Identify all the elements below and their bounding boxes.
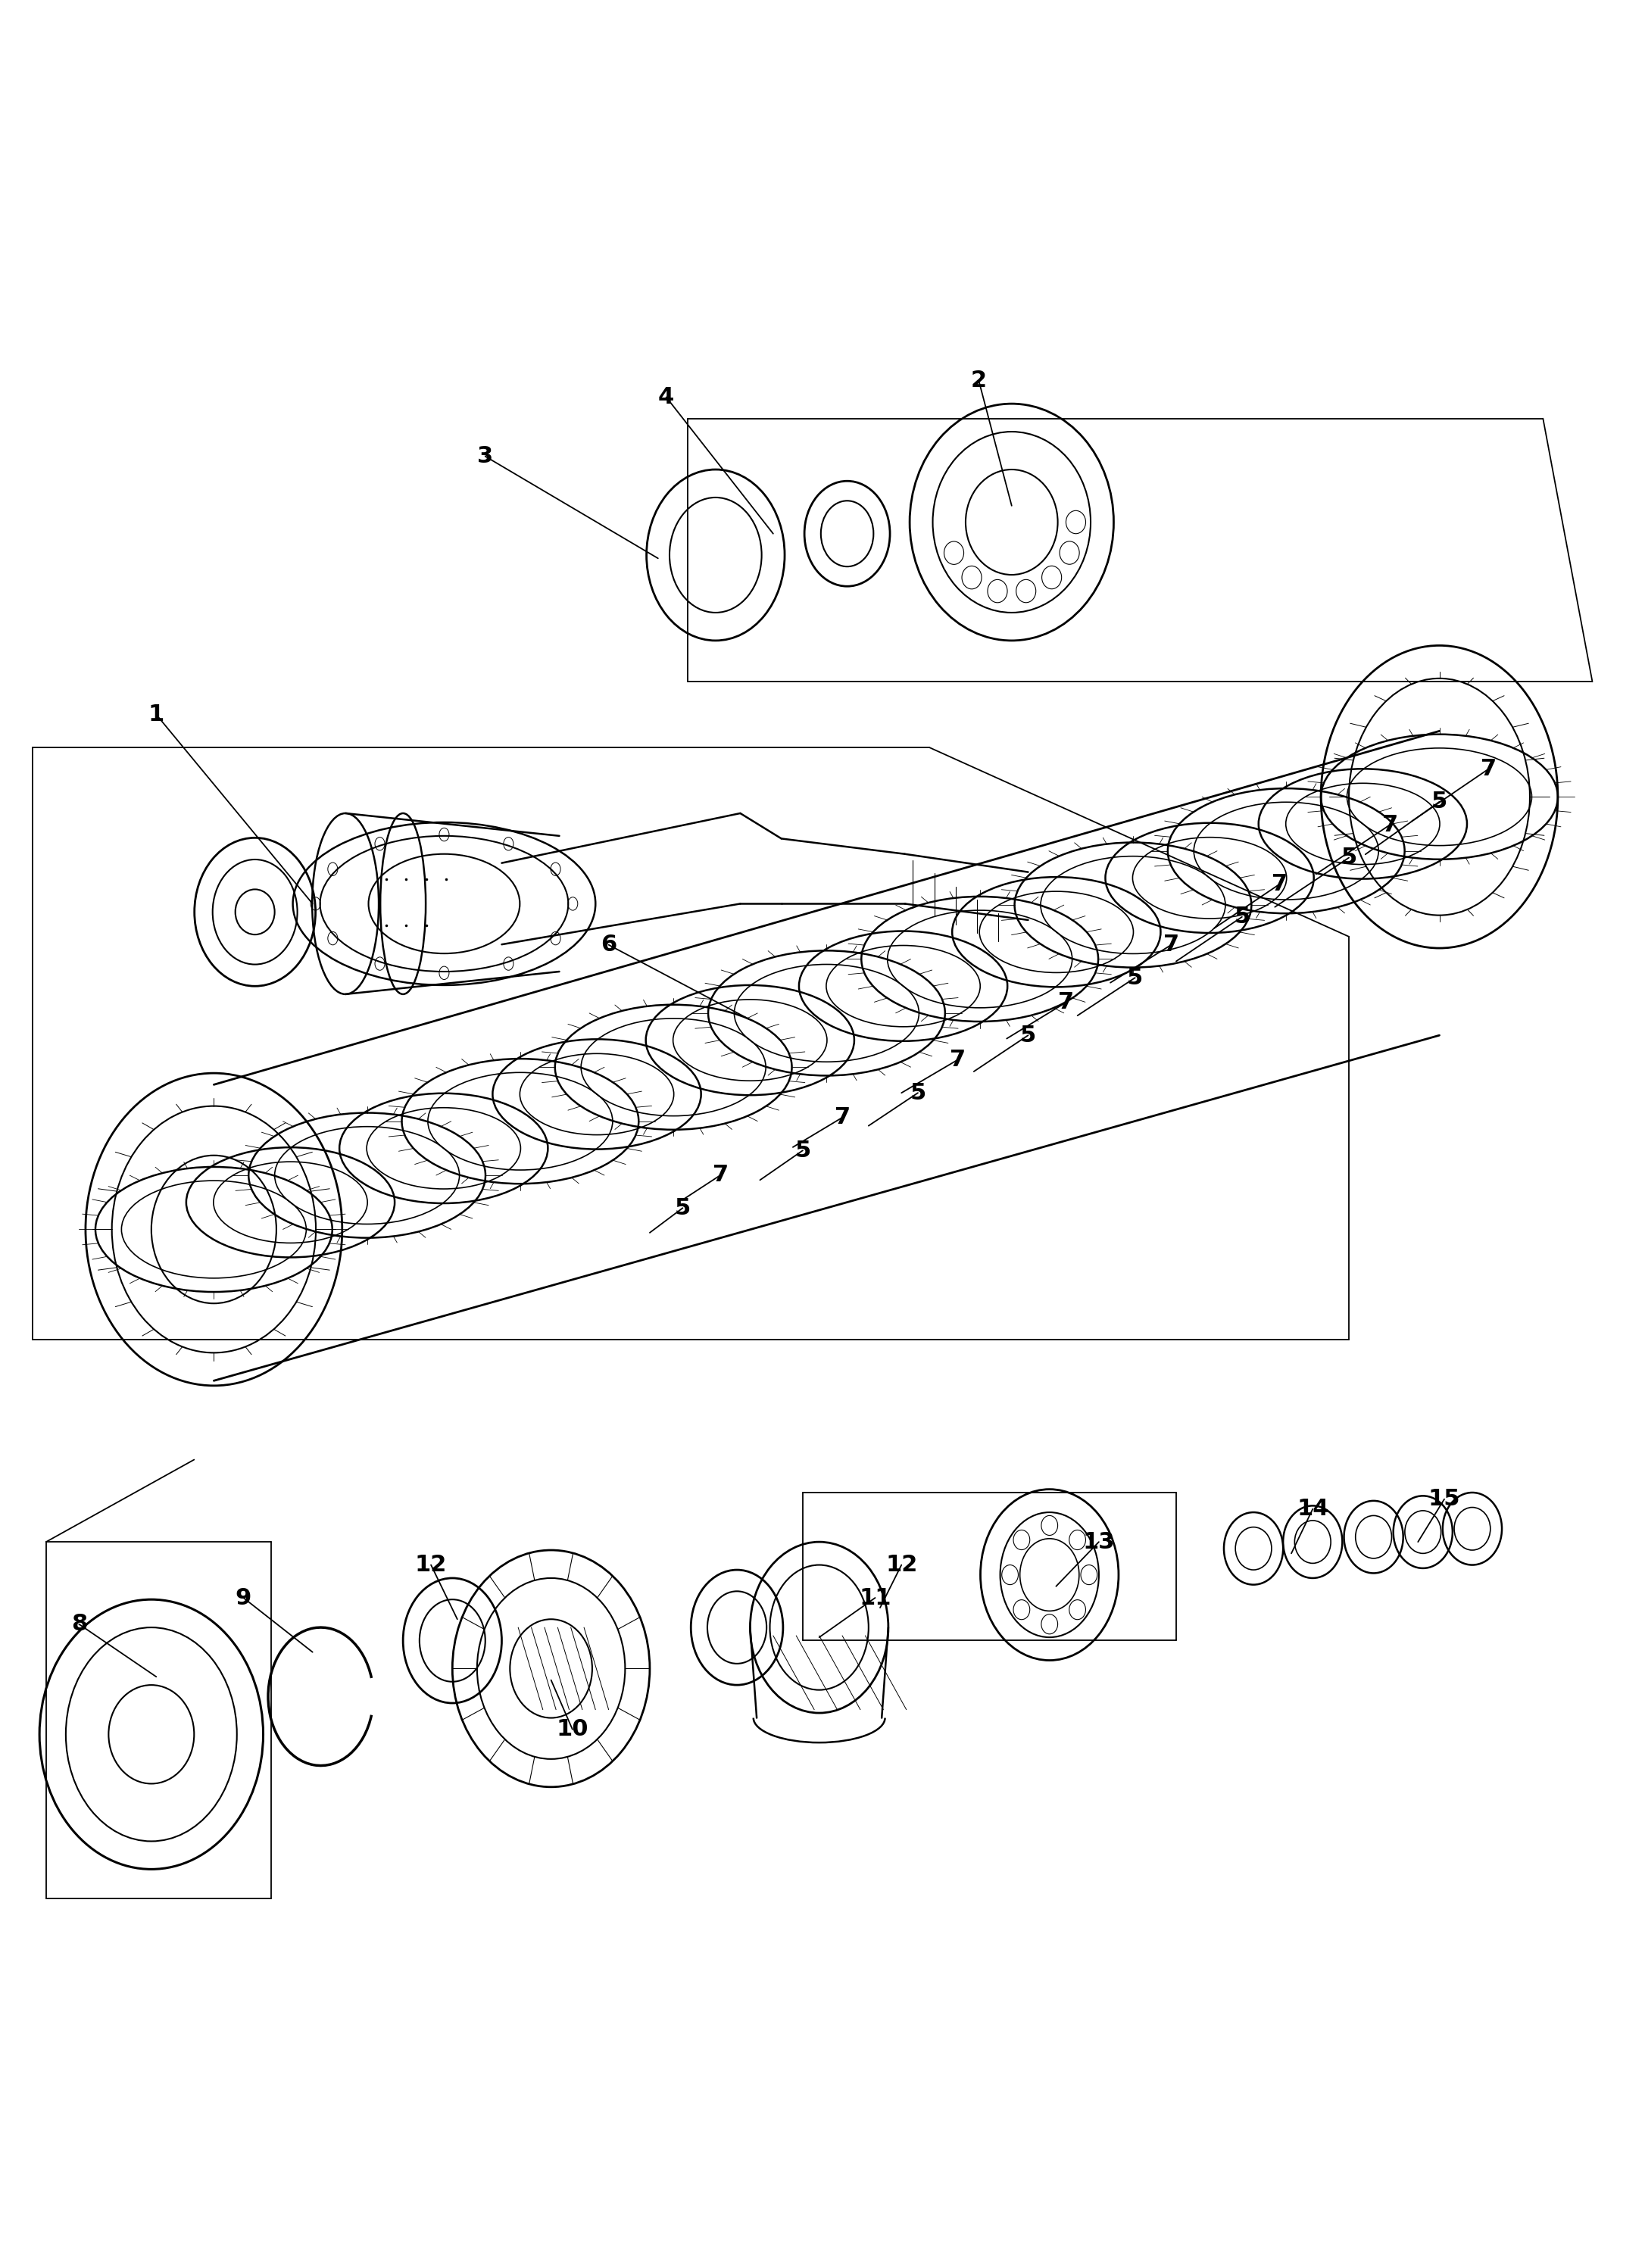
Text: 13: 13	[1082, 1531, 1115, 1554]
Text: 14: 14	[1296, 1499, 1329, 1520]
Text: 15: 15	[1428, 1488, 1461, 1510]
Text: 8: 8	[71, 1613, 87, 1635]
Text: 5: 5	[1234, 905, 1250, 928]
Text: 11: 11	[859, 1588, 892, 1608]
Text: 5: 5	[1020, 1025, 1036, 1046]
Text: 5: 5	[674, 1198, 691, 1218]
Text: 7: 7	[1163, 934, 1179, 955]
Text: 7: 7	[834, 1107, 850, 1129]
Text: 7: 7	[949, 1050, 966, 1070]
Text: 12: 12	[885, 1554, 918, 1576]
Text: 5: 5	[795, 1139, 811, 1161]
Text: 7: 7	[712, 1163, 729, 1186]
Text: 7: 7	[1058, 991, 1074, 1014]
Text: 1: 1	[148, 703, 164, 726]
Text: 5: 5	[1341, 846, 1357, 869]
Text: 3: 3	[477, 445, 494, 467]
Text: 2: 2	[971, 370, 987, 392]
Text: 7: 7	[1272, 873, 1288, 896]
Text: 5: 5	[1127, 966, 1143, 989]
Text: 7: 7	[1480, 758, 1497, 780]
Text: 9: 9	[235, 1588, 252, 1608]
Text: 10: 10	[556, 1719, 589, 1740]
Text: 5: 5	[910, 1082, 926, 1105]
Text: 7: 7	[1382, 814, 1398, 837]
Text: 5: 5	[1431, 792, 1448, 812]
Text: 4: 4	[658, 386, 674, 408]
Text: 6: 6	[600, 934, 617, 955]
Text: 12: 12	[415, 1554, 447, 1576]
